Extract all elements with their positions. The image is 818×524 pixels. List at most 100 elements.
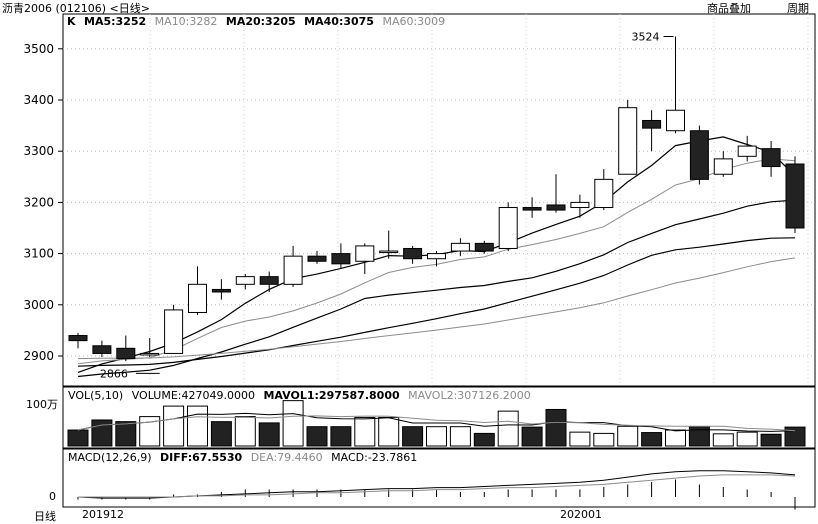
volume-bar [784, 426, 806, 447]
high-annotation: 3524 [632, 31, 660, 44]
macd-value-label: MACD:-23.7861 [331, 451, 418, 464]
low-annotation: 2866 [100, 367, 128, 380]
volume-bar [210, 421, 232, 447]
volume-tick-label: 100万 [26, 398, 58, 411]
volume-bar [306, 426, 328, 447]
candle-body [68, 335, 88, 342]
candle-body [761, 148, 781, 168]
mavol1-label: MAVOL1:297587.8000 [263, 389, 400, 402]
ma60-label: MA60:3009 [382, 15, 446, 28]
volume-bar [378, 416, 400, 447]
volume-bar [115, 421, 137, 447]
volume-ma-lines [77, 412, 796, 432]
candle-body [283, 255, 303, 285]
candle-body [666, 109, 685, 132]
candle-body [355, 245, 375, 262]
candle-body [211, 288, 231, 293]
macd-legend: MACD(12,26,9) DIFF:67.5530 DEA:79.4460 M… [68, 451, 422, 464]
candle-body [450, 242, 470, 252]
macd-axis: 0 [49, 490, 56, 503]
vol-label: VOL(5,10) [68, 389, 124, 402]
volume-value: VOLUME:427049.0000 [131, 389, 255, 402]
volume-bar [545, 408, 567, 447]
candle-body [618, 107, 638, 175]
candles [68, 36, 805, 362]
volume-bar [760, 433, 782, 447]
annotations: 3524 2866 [100, 31, 674, 380]
volume-bar [163, 405, 185, 447]
candle-body [689, 130, 709, 180]
mavol2-label: MAVOL2:307126.2000 [408, 389, 531, 402]
price-tick-label: 2900 [23, 349, 54, 363]
volume-bar [354, 416, 376, 447]
volume-bar [139, 416, 161, 447]
ma40-line [77, 237, 796, 367]
ma20-label: MA20:3205 [225, 15, 296, 28]
dea-label: DEA:79.4460 [250, 451, 323, 464]
candle-body [546, 204, 566, 211]
price-tick-label: 3200 [23, 195, 54, 209]
volume-bar [234, 416, 256, 447]
x-axis-labels: 201912 202001 [82, 508, 602, 521]
volume-bar [473, 432, 495, 447]
volume-bar [712, 433, 734, 447]
volume-bars [67, 400, 806, 447]
candle-body [498, 207, 518, 249]
candle-body [188, 283, 207, 313]
price-tick-label: 3400 [23, 93, 54, 107]
volume-bar [187, 405, 208, 447]
candle-body [307, 255, 327, 262]
candle-body [522, 207, 542, 211]
price-axis: 2900 3000 3100 3200 3300 3400 3500 [23, 42, 63, 363]
candle-body [474, 242, 494, 252]
volume-bar [258, 422, 280, 447]
candle-body [235, 276, 255, 285]
period-button[interactable]: 周期 [787, 2, 809, 15]
candle-body [116, 347, 136, 360]
macd-lines [77, 470, 796, 499]
price-tick-label: 3000 [23, 298, 54, 312]
volume-bar [665, 429, 686, 447]
candle-body [594, 178, 614, 209]
candle-body [403, 247, 423, 260]
volume-bar [593, 432, 615, 447]
price-tick-label: 3500 [23, 42, 54, 56]
candle-body [140, 352, 160, 356]
dea-line [78, 474, 796, 498]
volume-bar [569, 431, 591, 447]
macd-bars [77, 479, 796, 510]
chart-type-label: K [67, 15, 76, 28]
volume-axis: 100万 [26, 398, 58, 411]
volume-legend: VOL(5,10) VOLUME:427049.0000 MAVOL1:2975… [68, 389, 536, 402]
candle-body [713, 158, 733, 175]
volume-bar [67, 429, 89, 447]
volume-bar [736, 431, 758, 447]
price-legend: K MA5:3252 MA10:3282 MA20:3205 MA40:3075… [67, 15, 450, 28]
moving-average-lines [77, 136, 796, 378]
macd-label: MACD(12,26,9) [68, 451, 152, 464]
ma20-line [77, 199, 796, 378]
ma40-label: MA40:3075 [304, 15, 374, 28]
volume-bar [426, 426, 447, 447]
x-label-202001: 202001 [560, 508, 602, 521]
ma5-label: MA5:3252 [84, 15, 147, 28]
title-bar: 沥青2006 (012106) <日线> 商品叠加 周期 [0, 0, 818, 15]
candle-body [164, 309, 184, 354]
period-label: 日线 [34, 510, 56, 523]
price-tick-label: 3100 [23, 247, 54, 261]
instrument-title: 沥青2006 (012106) <日线> [2, 2, 150, 15]
volume-bar [617, 425, 639, 447]
overlay-button[interactable]: 商品叠加 [707, 2, 751, 15]
volume-bar [330, 426, 352, 447]
x-label-201912: 201912 [82, 508, 124, 521]
macd-tick-label: 0 [49, 490, 56, 503]
volume-bar [91, 419, 113, 447]
candle-body [92, 345, 112, 354]
candle-body [379, 250, 399, 254]
volume-bar [449, 426, 471, 447]
volume-bar [402, 426, 424, 447]
candle-body [785, 163, 805, 229]
volume-bar [497, 410, 519, 447]
mavol5-line [77, 412, 796, 432]
